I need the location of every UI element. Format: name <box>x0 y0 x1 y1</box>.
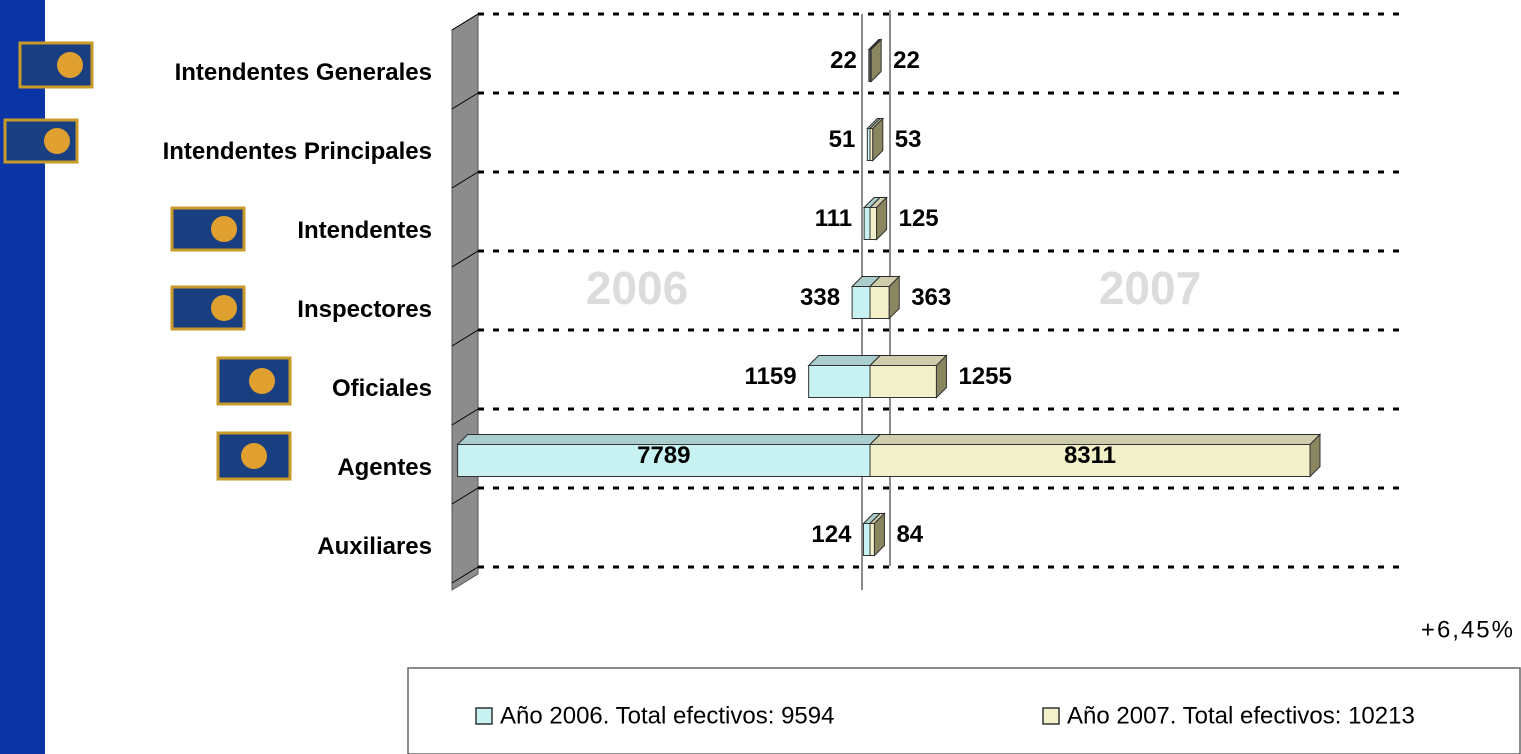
wall-tick <box>451 566 479 584</box>
value-label: 22 <box>830 47 857 74</box>
year-watermark: 2006 <box>586 262 688 314</box>
value-label: 338 <box>800 284 840 311</box>
legend-box <box>407 667 1521 754</box>
bar-side <box>872 117 884 162</box>
value-label: 8311 <box>1064 442 1116 469</box>
bar <box>869 207 878 240</box>
category-label cat: Oficiales <box>332 375 432 402</box>
wall-tick <box>451 171 479 189</box>
bar <box>851 286 871 319</box>
legend-swatch <box>475 707 493 725</box>
rank-icon <box>211 216 237 242</box>
bar-side <box>935 354 947 399</box>
wall-tick <box>451 92 479 110</box>
category-label cat: Agentes <box>337 454 432 481</box>
wall-tick <box>451 250 479 268</box>
category-label cat: Inspectores <box>297 296 432 323</box>
rank-icon <box>211 295 237 321</box>
bar <box>869 365 937 398</box>
rank-icon <box>241 443 267 469</box>
bar <box>808 365 871 398</box>
side-band <box>0 0 45 754</box>
value-label: 125 <box>899 205 939 232</box>
bar <box>869 444 1311 477</box>
bar-top <box>807 355 882 366</box>
bar <box>869 523 875 556</box>
rank-icon <box>44 128 70 154</box>
value-label: 1159 <box>745 363 797 390</box>
wall <box>451 13 479 591</box>
wall-tick <box>451 13 479 31</box>
rank-icons <box>3 41 292 481</box>
legend-swatch <box>1042 707 1060 725</box>
wall-tick <box>451 487 479 505</box>
wall-tick <box>451 408 479 426</box>
bar-top <box>868 355 948 366</box>
bar-side <box>870 38 882 83</box>
category-label cat: Intendentes Generales <box>175 59 432 86</box>
value-label: 7789 <box>637 442 690 469</box>
value-label: 53 <box>895 126 922 153</box>
bar-side <box>888 275 900 320</box>
value-label: 22 <box>893 47 920 74</box>
wall-tick <box>451 329 479 347</box>
value-label: 1255 <box>958 363 1011 390</box>
bar-side <box>873 512 885 557</box>
value-label: 51 <box>829 126 856 153</box>
value-label: 111 <box>815 205 852 232</box>
bar <box>863 207 871 240</box>
value-label: 124 <box>811 521 852 548</box>
value-label: 363 <box>911 284 951 311</box>
change-annotation: +6,45% <box>1421 616 1515 643</box>
category-label cat: Intendentes <box>297 217 432 244</box>
rank-icon <box>249 368 275 394</box>
year-watermark: 2007 <box>1099 262 1201 314</box>
rank-icon <box>57 52 83 78</box>
value-label: 84 <box>896 521 923 548</box>
bar <box>862 523 871 556</box>
category-label cat: Intendentes Principales <box>163 138 432 165</box>
bar-side <box>1309 433 1321 478</box>
bar <box>869 286 890 319</box>
bar-side <box>876 196 888 241</box>
legend-label: Año 2007. Total efectivos: 10213 <box>1067 702 1415 729</box>
legend-label: Año 2006. Total efectivos: 9594 <box>500 702 834 729</box>
category-label cat: Auxiliares <box>317 533 432 560</box>
